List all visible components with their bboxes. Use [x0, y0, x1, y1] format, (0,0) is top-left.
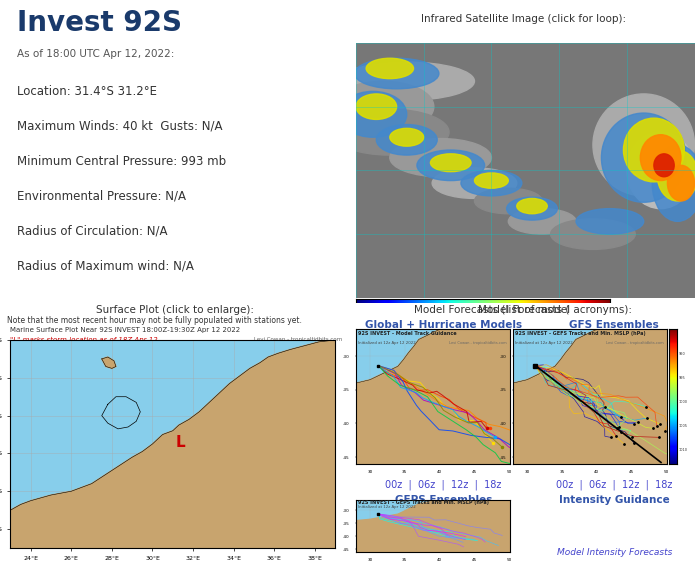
Text: Model Forecasts (list of model acronyms):: Model Forecasts (list of model acronyms)…: [415, 305, 632, 315]
Ellipse shape: [667, 165, 695, 201]
Ellipse shape: [339, 92, 407, 137]
Text: "L" marks storm location as of 18Z Apr 12: "L" marks storm location as of 18Z Apr 1…: [10, 337, 158, 343]
Ellipse shape: [332, 81, 434, 132]
Ellipse shape: [356, 94, 396, 119]
Text: Initialized at 12z Apr 12 2022: Initialized at 12z Apr 12 2022: [357, 342, 415, 346]
Ellipse shape: [508, 209, 576, 234]
Ellipse shape: [654, 154, 674, 177]
Text: Environmental Pressure: N/A: Environmental Pressure: N/A: [17, 189, 186, 203]
Text: Intensity Guidance: Intensity Guidance: [559, 495, 669, 505]
Text: Surface Plot (click to enlarge):: Surface Plot (click to enlarge):: [96, 305, 253, 315]
Ellipse shape: [623, 118, 684, 182]
Ellipse shape: [366, 58, 413, 79]
Text: L: L: [176, 434, 186, 450]
Text: Levi Cowan - tropicaltidbits.com: Levi Cowan - tropicaltidbits.com: [606, 342, 664, 346]
Text: Maximum Winds: 40 kt  Gusts: N/A: Maximum Winds: 40 kt Gusts: N/A: [17, 120, 223, 133]
Ellipse shape: [331, 109, 449, 155]
Ellipse shape: [389, 139, 491, 177]
Ellipse shape: [432, 168, 517, 198]
Text: 1000: 1000: [678, 400, 688, 404]
Ellipse shape: [461, 170, 522, 196]
Ellipse shape: [417, 150, 484, 180]
Text: Initialized at 12z Apr 12 2022: Initialized at 12z Apr 12 2022: [357, 505, 415, 509]
Text: 1005: 1005: [678, 424, 688, 428]
Ellipse shape: [389, 128, 424, 146]
Ellipse shape: [376, 125, 437, 155]
Ellipse shape: [355, 58, 439, 89]
Ellipse shape: [602, 113, 686, 202]
Text: Infrared Satellite Image (click for loop):: Infrared Satellite Image (click for loop…: [421, 13, 626, 24]
Text: Radius of Circulation: N/A: Radius of Circulation: N/A: [17, 225, 168, 238]
Ellipse shape: [627, 132, 695, 209]
Text: METEOSAT-FLOATER  AVN COLOR  16    APR 12 22  18:00 UTC: METEOSAT-FLOATER AVN COLOR 16 APR 12 22 …: [442, 305, 609, 310]
Text: 00z  |  06z  |  12z  |  18z: 00z | 06z | 12z | 18z: [385, 479, 501, 490]
Ellipse shape: [640, 135, 681, 180]
Text: Global + Hurricane Models: Global + Hurricane Models: [364, 320, 522, 330]
Text: 92S INVEST - Model Track Guidance: 92S INVEST - Model Track Guidance: [357, 330, 456, 336]
Text: 92S INVEST - GEFS Tracks and Min. MSLP (hPa): 92S INVEST - GEFS Tracks and Min. MSLP (…: [514, 330, 645, 336]
Text: Marine Surface Plot Near 92S INVEST 18:00Z-19:30Z Apr 12 2022: Marine Surface Plot Near 92S INVEST 18:0…: [10, 327, 241, 333]
Polygon shape: [10, 340, 335, 548]
Ellipse shape: [658, 150, 698, 201]
Ellipse shape: [652, 145, 698, 221]
Text: Radius of Maximum wind: N/A: Radius of Maximum wind: N/A: [17, 260, 194, 273]
Ellipse shape: [431, 154, 471, 171]
Text: Levi Cowan - tropicaltidbits.com: Levi Cowan - tropicaltidbits.com: [254, 337, 342, 342]
Text: Model Forecasts (: Model Forecasts (: [478, 305, 569, 315]
Text: Levi Cowan - tropicaltidbits.com: Levi Cowan - tropicaltidbits.com: [449, 342, 507, 346]
Text: Invest 92S: Invest 92S: [17, 9, 182, 37]
Text: 995: 995: [678, 376, 685, 380]
Text: Location: 31.4°S 31.2°E: Location: 31.4°S 31.2°E: [17, 85, 158, 98]
Polygon shape: [356, 500, 510, 552]
Ellipse shape: [576, 209, 644, 234]
Ellipse shape: [475, 173, 508, 188]
Ellipse shape: [517, 198, 547, 214]
Text: Model Intensity Forecasts: Model Intensity Forecasts: [556, 548, 672, 557]
Ellipse shape: [507, 197, 558, 220]
Text: Minimum Central Pressure: 993 mb: Minimum Central Pressure: 993 mb: [17, 155, 227, 168]
Text: 1010: 1010: [678, 448, 688, 452]
Text: Note that the most recent hour may not be fully populated with stations yet.: Note that the most recent hour may not b…: [7, 316, 302, 325]
Polygon shape: [356, 329, 510, 464]
Ellipse shape: [551, 219, 635, 250]
Text: 92S INVEST - GEPS Tracks and Min. MSLP (hPa): 92S INVEST - GEPS Tracks and Min. MSLP (…: [357, 501, 489, 505]
Ellipse shape: [593, 94, 695, 196]
Ellipse shape: [339, 62, 475, 100]
Text: 990: 990: [678, 351, 685, 356]
Text: Initialized at 12z Apr 12 2022: Initialized at 12z Apr 12 2022: [514, 342, 572, 346]
Polygon shape: [102, 357, 116, 368]
Text: As of 18:00 UTC Apr 12, 2022:: As of 18:00 UTC Apr 12, 2022:: [17, 48, 174, 58]
Text: GEPS Ensembles: GEPS Ensembles: [394, 495, 492, 505]
Text: GFS Ensembles: GFS Ensembles: [570, 320, 659, 330]
Ellipse shape: [475, 188, 542, 214]
Polygon shape: [513, 329, 667, 464]
Text: 00z  |  06z  |  12z  |  18z: 00z | 06z | 12z | 18z: [556, 479, 672, 490]
